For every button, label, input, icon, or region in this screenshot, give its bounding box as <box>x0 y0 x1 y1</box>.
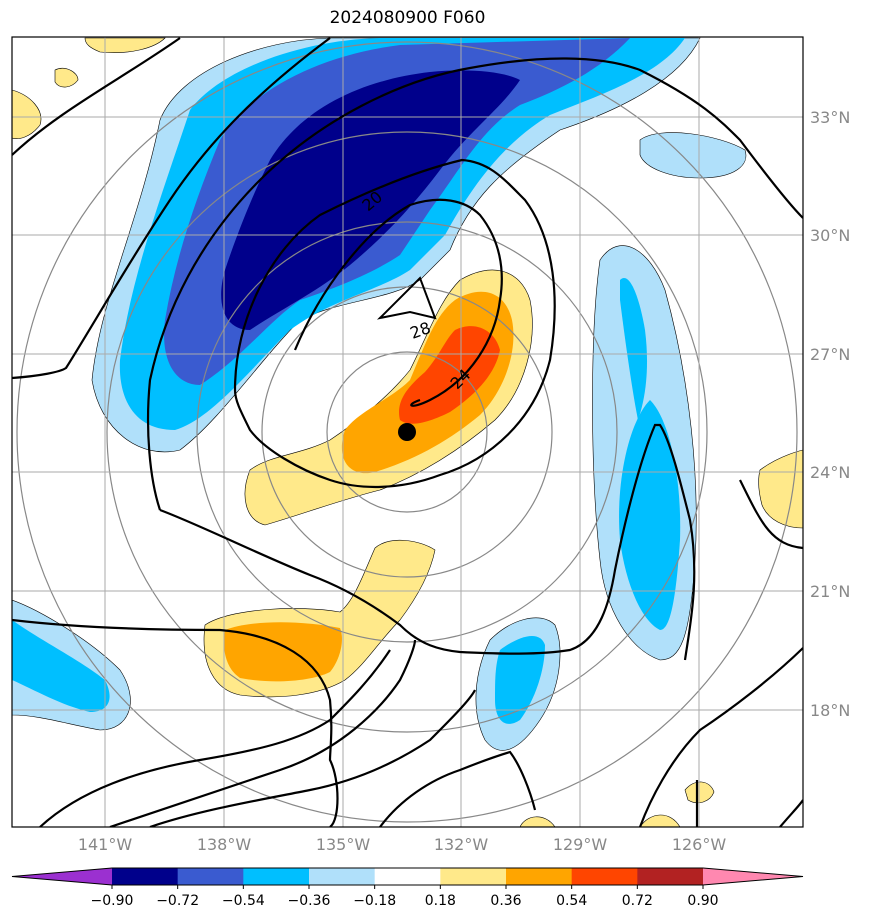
colorbar-swatch <box>571 868 638 885</box>
graticule <box>12 37 803 827</box>
colorbar-swatch <box>440 868 507 885</box>
lat-label-21n: 21°N <box>810 582 850 601</box>
lon-label-141w: 141°W <box>78 835 133 854</box>
colorbar-tick-label: −0.54 <box>222 893 265 909</box>
colorbar: −0.90 −0.72 −0.54 −0.36 −0.18 0.18 0.36 0.54 0.7… <box>11 867 804 909</box>
lon-label-132w: 132°W <box>434 835 489 854</box>
colorbar-swatch <box>374 868 441 885</box>
colorbar-extend-low <box>12 868 112 885</box>
shading-positive-strong <box>399 326 500 424</box>
map-plot-area: 20 24 28 <box>12 37 803 827</box>
colorbar-tick-label: 0.36 <box>490 893 521 909</box>
colorbar-tick-label: −0.36 <box>288 893 331 909</box>
lon-label-129w: 129°W <box>553 835 608 854</box>
colorbar-swatch <box>177 868 244 885</box>
lon-label-135w: 135°W <box>316 835 371 854</box>
shading-negative-extreme <box>221 70 520 330</box>
colorbar-swatch <box>506 868 573 885</box>
height-contours <box>12 37 803 827</box>
colorbar-tick-label: 0.18 <box>425 893 456 909</box>
lon-label-126w: 126°W <box>672 835 727 854</box>
lat-label-30n: 30°N <box>810 226 850 245</box>
colorbar-tick-label: 0.54 <box>556 893 587 909</box>
colorbar-swatch <box>309 868 376 885</box>
lat-label-27n: 27°N <box>810 345 850 364</box>
storm-center-marker <box>398 423 416 441</box>
colorbar-tick-label: 0.90 <box>687 893 718 909</box>
colorbar-tick-label: −0.72 <box>156 893 199 909</box>
colorbar-swatch <box>243 868 310 885</box>
lat-label-18n: 18°N <box>810 701 850 720</box>
longitude-labels: 141°W 138°W 135°W 132°W 129°W 126°W <box>78 835 727 854</box>
lon-label-138w: 138°W <box>197 835 252 854</box>
colorbar-tick-label: −0.18 <box>353 893 396 909</box>
range-rings <box>16 41 798 823</box>
colorbar-tick-label: −0.90 <box>91 893 134 909</box>
colorbar-extend-high <box>703 868 803 885</box>
lat-label-33n: 33°N <box>810 108 850 127</box>
colorbar-swatch <box>112 868 179 885</box>
latitude-labels: 33°N 30°N 27°N 24°N 21°N 18°N <box>810 108 850 720</box>
map-frame <box>11 36 804 828</box>
colorbar-tick-label: 0.72 <box>622 893 653 909</box>
lat-label-24n: 24°N <box>810 463 850 482</box>
map-title: 2024080900 F060 <box>329 8 486 28</box>
colorbar-swatch <box>637 868 704 885</box>
